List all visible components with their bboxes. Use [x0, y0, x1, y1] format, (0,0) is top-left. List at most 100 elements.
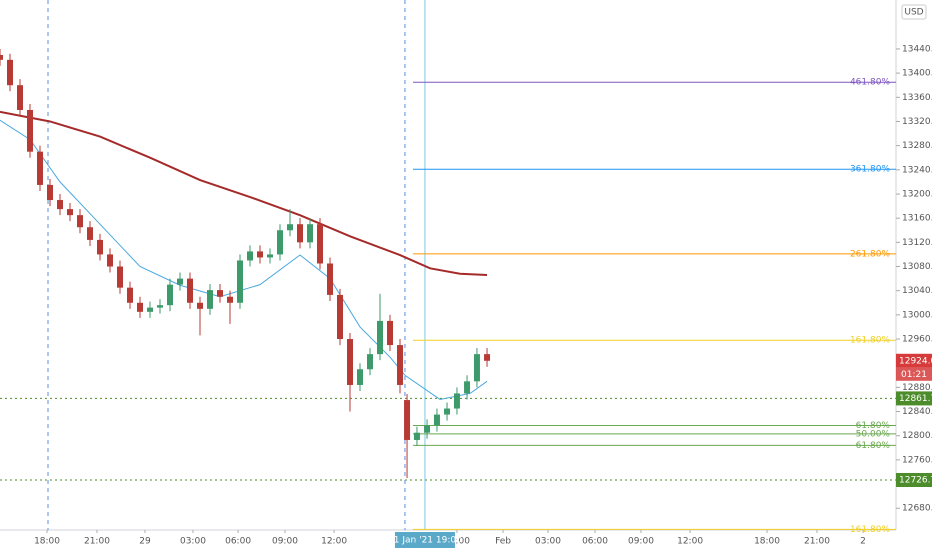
candle-body — [237, 260, 243, 303]
y-tick-label: 13280.00 — [902, 141, 932, 151]
y-tick-label: 13440.00 — [902, 44, 932, 54]
candle-body — [227, 296, 233, 303]
candle-body — [444, 408, 451, 415]
candle-body — [87, 227, 93, 240]
candle-body — [127, 287, 133, 303]
candle-body — [47, 184, 53, 201]
moving-average — [0, 119, 488, 400]
crosshair-time-label: 31 Jan '21 19:00 — [388, 536, 462, 546]
candle-body — [207, 290, 213, 309]
candle-body — [473, 354, 480, 382]
fib-label: 161.80% — [850, 336, 890, 346]
fib-label: 61.80% — [856, 421, 891, 431]
candle-body — [453, 393, 460, 409]
y-tick-label: 13080.00 — [902, 262, 932, 272]
x-tick-label: 06:00 — [582, 537, 608, 547]
candle-body — [464, 381, 471, 394]
candle-body — [337, 294, 343, 340]
y-tick-label: 12960.00 — [902, 335, 932, 345]
y-tick-label: 12840.00 — [902, 407, 932, 417]
currency-box — [901, 4, 927, 20]
y-tick-label: 13040.00 — [902, 286, 932, 296]
x-tick-label: 06:00 — [225, 537, 251, 547]
candle-body — [97, 239, 103, 255]
x-tick-label: 03:00 — [180, 537, 206, 547]
last-price-tag — [896, 353, 932, 368]
x-tick-label: 09:00 — [628, 537, 654, 547]
candle-body — [197, 302, 203, 309]
candle-body — [367, 354, 373, 370]
x-tick-label: 03:00 — [535, 537, 561, 547]
x-tick-label: Feb — [495, 537, 511, 547]
candle-body — [187, 278, 193, 303]
fib-label: 50.00% — [856, 429, 891, 439]
candle-body — [0, 54, 3, 60]
x-tick-label: 00:00 — [444, 537, 470, 547]
candle-body — [433, 414, 440, 426]
y-tick-label: 13320.00 — [902, 117, 932, 127]
y-tick-label: 13120.00 — [902, 238, 932, 248]
y-tick-label: 13160.00 — [902, 214, 932, 224]
currency-label: USD — [904, 8, 923, 18]
candle-body — [287, 224, 293, 231]
candle-body — [17, 85, 23, 110]
fib-label: 161.80% — [850, 525, 890, 535]
y-tick-label: 12880.00 — [902, 383, 932, 393]
candle-body — [107, 254, 113, 267]
crosshair-time-tag — [394, 532, 455, 548]
x-tick-label: 09:00 — [272, 537, 298, 547]
candle-body — [27, 109, 33, 152]
x-tick-label: 21:00 — [804, 537, 830, 547]
candle-body — [297, 224, 303, 243]
y-tick-label: 13000.00 — [902, 310, 932, 320]
price-tag-label: 12861.75 — [899, 394, 932, 404]
candle-body — [247, 251, 253, 261]
x-tick-label: 21:00 — [84, 537, 110, 547]
x-tick-label: 12:00 — [321, 537, 347, 547]
candle-body — [424, 425, 431, 433]
y-tick-label: 12800.00 — [902, 431, 932, 441]
candle-body — [484, 354, 491, 361]
price-tag-label: 12726.75 — [899, 475, 932, 485]
moving-average — [0, 110, 488, 276]
candle-body — [217, 290, 223, 297]
candle-body — [157, 305, 163, 308]
candle-body — [404, 400, 411, 440]
candle-body — [117, 266, 123, 288]
y-tick-label: 13200.00 — [902, 189, 932, 199]
y-tick-label: 13240.00 — [902, 165, 932, 175]
candle-body — [317, 224, 323, 264]
countdown-tag — [896, 367, 932, 381]
candle-body — [37, 151, 43, 185]
y-tick-label: 13360.00 — [902, 93, 932, 103]
candle-body — [267, 254, 273, 258]
candle-body — [327, 263, 333, 295]
candle-body — [167, 284, 173, 306]
y-tick-label: 12760.00 — [902, 455, 932, 465]
fib-label: 61.80% — [856, 441, 891, 451]
price-tag — [896, 391, 932, 406]
candle-body — [413, 432, 420, 440]
candle-body — [397, 345, 403, 385]
x-tick-label: 18:00 — [34, 537, 60, 547]
candle-body — [387, 320, 393, 346]
candle-body — [257, 251, 263, 258]
price-tag — [896, 472, 932, 487]
candle-body — [307, 224, 313, 243]
x-tick-label: 12:00 — [677, 537, 703, 547]
y-tick-label: 13400.00 — [902, 69, 932, 79]
fib-label: 361.80% — [850, 165, 890, 175]
candle-body — [277, 230, 283, 255]
candle-body — [7, 59, 13, 86]
candle-body — [177, 278, 183, 285]
candle-body — [67, 209, 73, 216]
last-price-label: 12924.00 — [899, 356, 932, 366]
candle-body — [137, 302, 143, 312]
candle-body — [347, 339, 353, 385]
x-tick-label: 18:00 — [754, 537, 780, 547]
y-tick-label: 12680.00 — [902, 504, 932, 514]
candle-body — [57, 200, 63, 210]
x-tick-label: 29 — [139, 537, 151, 547]
candle-body — [77, 215, 83, 228]
